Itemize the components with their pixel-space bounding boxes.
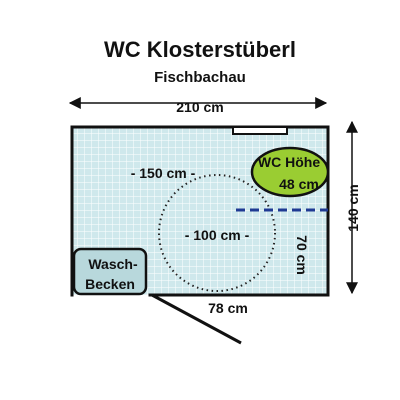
turning-circle [158,174,276,292]
plan-title: WC Klosterstüberl [104,37,296,62]
width-dimension-label: 210 cm [176,99,223,115]
wc-label-line1: WC Höhe [258,154,320,170]
turning-circle-label: - 100 cm - [185,227,250,243]
wash-basin-label-line1: Wasch- [88,256,138,272]
depth-dimension-label: 140 cm [345,184,361,231]
wc-label-line2: 48 cm [279,176,319,192]
door-width-label: 78 cm [208,300,248,316]
door-leaf [151,293,242,345]
side-clearance-label: 70 cm [294,235,310,275]
plan-subtitle: Fischbachau [154,69,246,86]
wash-basin-label-line2: Becken [85,276,135,292]
wall-shelf [232,126,288,135]
wash-basin-icon [72,247,148,296]
wc-toilet-icon [250,146,330,198]
free-space-label: - 150 cm - [131,165,196,181]
